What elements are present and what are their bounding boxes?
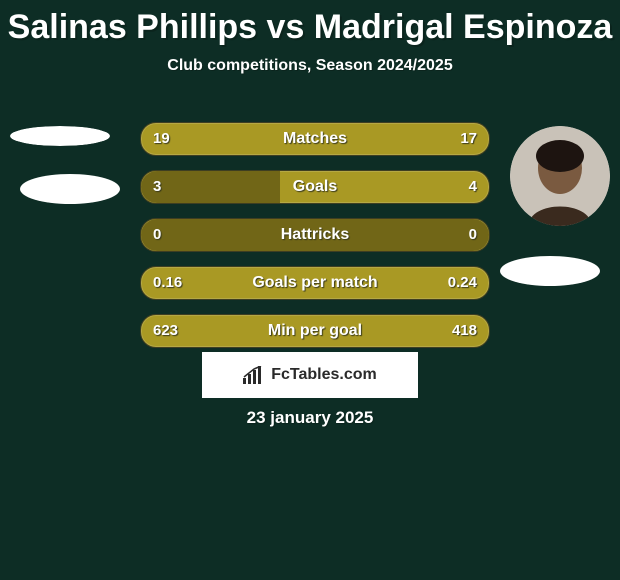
stat-label: Min per goal — [141, 315, 489, 347]
stat-row: 0.16 Goals per match 0.24 — [140, 266, 490, 300]
stat-right-value: 4 — [469, 171, 477, 203]
date-label: 23 january 2025 — [0, 408, 620, 428]
player-left-photo — [10, 126, 110, 146]
stat-right-value: 0 — [469, 219, 477, 251]
player-left-name-badge — [20, 174, 120, 204]
stat-label: Goals per match — [141, 267, 489, 299]
stat-right-value: 0.24 — [448, 267, 477, 299]
stat-right-value: 418 — [452, 315, 477, 347]
subtitle: Club competitions, Season 2024/2025 — [0, 57, 620, 75]
avatar-icon — [510, 126, 610, 226]
stat-label: Hattricks — [141, 219, 489, 251]
stat-row: 623 Min per goal 418 — [140, 314, 490, 348]
player-right-name-badge — [500, 256, 600, 286]
stat-row: 19 Matches 17 — [140, 122, 490, 156]
player-right-photo — [510, 126, 610, 226]
brand-logo[interactable]: FcTables.com — [202, 352, 418, 398]
stat-row: 3 Goals 4 — [140, 170, 490, 204]
brand-text: FcTables.com — [271, 366, 377, 384]
bar-chart-icon — [243, 366, 265, 384]
stat-right-value: 17 — [460, 123, 477, 155]
stat-label: Matches — [141, 123, 489, 155]
stat-row: 0 Hattricks 0 — [140, 218, 490, 252]
stats-bars: 19 Matches 17 3 Goals 4 0 Hattricks 0 0.… — [140, 122, 490, 362]
stat-label: Goals — [141, 171, 489, 203]
page-title: Salinas Phillips vs Madrigal Espinoza — [0, 0, 620, 47]
